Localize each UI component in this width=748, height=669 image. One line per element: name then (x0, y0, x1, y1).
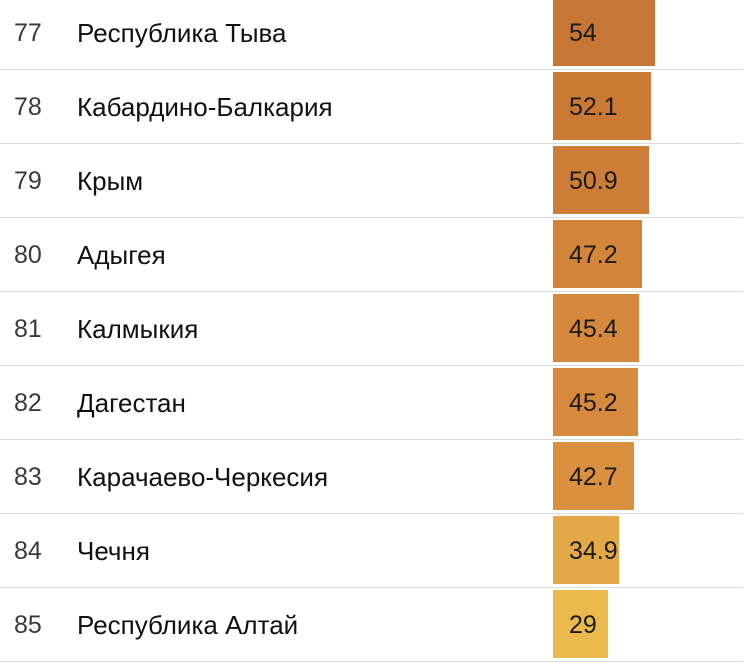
value-label: 52.1 (569, 93, 618, 121)
value-label: 45.2 (569, 389, 618, 417)
value-bar (553, 516, 619, 584)
value-label: 29 (569, 611, 597, 639)
table-row: 85 Республика Алтай 29 (0, 588, 743, 662)
table-row: 81 Калмыкия 45.4 (0, 292, 743, 366)
table-row: 83 Карачаево-Черкесия 42.7 (0, 440, 743, 514)
rank-label: 81 (14, 315, 42, 343)
rank-label: 82 (14, 389, 42, 417)
value-bar (553, 294, 639, 362)
rank-label: 78 (14, 93, 42, 121)
value-bar (553, 0, 655, 66)
region-name: Карачаево-Черкесия (77, 462, 329, 492)
region-name: Адыгея (77, 240, 166, 270)
region-name: Крым (77, 166, 144, 196)
region-name: Республика Тыва (77, 18, 287, 48)
value-label: 42.7 (569, 463, 618, 491)
region-name: Кабардино-Балкария (77, 92, 333, 122)
value-label: 45.4 (569, 315, 618, 343)
table-row: 77 Республика Тыва 54 (0, 0, 743, 70)
region-name: Калмыкия (77, 314, 199, 344)
table-row: 82 Дагестан 45.2 (0, 366, 743, 440)
rank-label: 79 (14, 167, 42, 195)
table-row: 79 Крым 50.9 (0, 144, 743, 218)
region-name: Республика Алтай (77, 610, 299, 640)
value-bar (553, 72, 652, 140)
table-row: 80 Адыгея 47.2 (0, 218, 743, 292)
rank-label: 77 (14, 19, 42, 47)
rank-label: 80 (14, 241, 42, 269)
region-name: Дагестан (77, 388, 186, 418)
value-bar (553, 590, 608, 658)
rank-label: 83 (14, 463, 42, 491)
region-name: Чечня (77, 536, 150, 566)
table-row: 78 Кабардино-Балкария 52.1 (0, 70, 743, 144)
value-label: 34.9 (569, 537, 618, 565)
value-label: 47.2 (569, 241, 618, 269)
value-bar (553, 146, 650, 214)
value-label: 54 (569, 19, 597, 47)
value-label: 50.9 (569, 167, 618, 195)
value-bar (553, 220, 643, 288)
rank-label: 84 (14, 537, 42, 565)
table-row: 84 Чечня 34.9 (0, 514, 743, 588)
value-bar (553, 368, 639, 436)
value-bar (553, 442, 634, 510)
rank-label: 85 (14, 611, 42, 639)
